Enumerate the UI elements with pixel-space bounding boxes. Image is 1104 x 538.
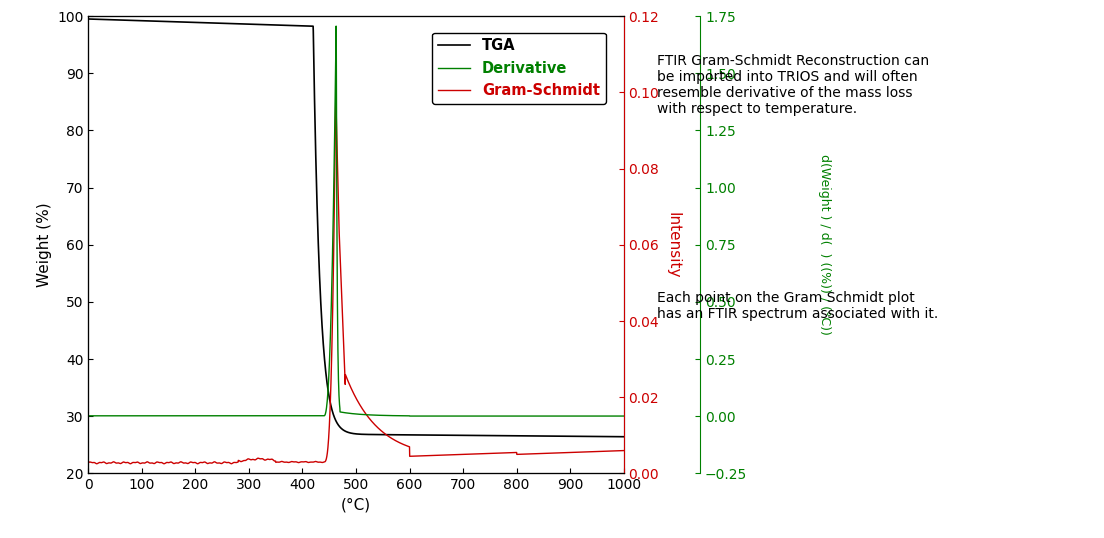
Derivative <box>617 413 630 419</box>
Derivative <box>174 413 188 419</box>
Derivative <box>403 413 416 419</box>
TGA <box>142 18 156 24</box>
Derivative <box>82 413 95 419</box>
Y-axis label: d(Weight ) / d(  ) ((%)) / (°C)): d(Weight ) / d( ) ((%)) / (°C)) <box>818 154 830 335</box>
Derivative <box>142 413 156 419</box>
Gram-Schmidt <box>607 448 620 454</box>
Gram-Schmidt <box>82 459 95 466</box>
TGA <box>287 23 300 29</box>
Text: Each point on the Gram Schmidt plot
has an FTIR spectrum associated with it.: Each point on the Gram Schmidt plot has … <box>657 291 938 321</box>
Derivative <box>607 413 620 419</box>
X-axis label: (°C): (°C) <box>341 498 371 513</box>
Gram-Schmidt <box>310 459 323 465</box>
Derivative <box>550 413 563 419</box>
Gram-Schmidt <box>158 461 171 467</box>
TGA <box>617 434 630 440</box>
TGA <box>82 16 95 22</box>
Gram-Schmidt <box>174 459 188 465</box>
Line: Gram-Schmidt: Gram-Schmidt <box>88 96 624 464</box>
Derivative <box>287 413 300 419</box>
Gram-Schmidt <box>142 459 156 466</box>
Derivative <box>329 23 342 30</box>
Line: Derivative: Derivative <box>88 26 624 416</box>
Gram-Schmidt <box>329 93 342 99</box>
Text: FTIR Gram-Schmidt Reconstruction can
be imported into TRIOS and will often
resem: FTIR Gram-Schmidt Reconstruction can be … <box>657 54 928 116</box>
TGA <box>606 434 619 440</box>
Derivative <box>310 413 323 419</box>
Line: TGA: TGA <box>88 19 624 437</box>
Y-axis label: Weight (%): Weight (%) <box>36 202 52 287</box>
TGA <box>174 19 188 25</box>
TGA <box>310 194 323 201</box>
Gram-Schmidt <box>287 459 300 465</box>
Gram-Schmidt <box>617 448 630 454</box>
Legend: TGA, Derivative, Gram-Schmidt: TGA, Derivative, Gram-Schmidt <box>433 33 606 104</box>
Y-axis label: Intensity: Intensity <box>666 211 680 278</box>
Gram-Schmidt <box>550 450 563 456</box>
TGA <box>549 433 562 440</box>
